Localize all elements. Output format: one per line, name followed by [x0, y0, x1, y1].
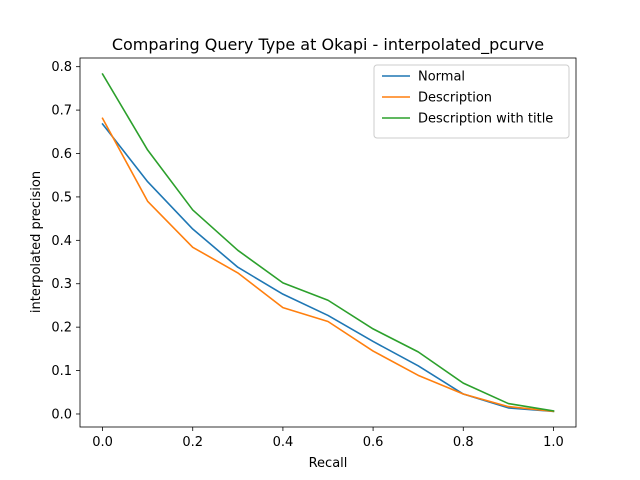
- chart-title: Comparing Query Type at Okapi - interpol…: [112, 35, 544, 55]
- y-tick-label-6: 0.6: [51, 147, 72, 162]
- legend-label-2: Description: [418, 91, 492, 106]
- y-tick-label-7: 0.7: [51, 104, 72, 119]
- x-tick-label-4: 0.8: [453, 435, 474, 450]
- legend: Normal Description Description with title: [373, 64, 570, 139]
- x-tick-label-5: 1.0: [543, 435, 564, 450]
- y-tick-label-8: 0.8: [51, 60, 72, 75]
- y-tick-label-4: 0.4: [51, 234, 72, 249]
- y-tick-label-0: 0.0: [51, 407, 72, 422]
- x-axis-label: Recall: [309, 456, 348, 471]
- plot-area: 0.0 0.2 0.4 0.6 0.8 1.0 0.0 0.1 0.2 0.3 0.4 0.5 0.6 0…: [51, 57, 577, 450]
- series-line-3: [101, 72, 555, 412]
- y-axis-label: interpolated precision: [29, 171, 44, 313]
- axes-frame: [79, 57, 577, 428]
- y-tick-label-5: 0.5: [51, 190, 72, 205]
- y-tick-label-2: 0.2: [51, 321, 72, 336]
- legend-label-3: Description with title: [418, 112, 553, 127]
- y-tick-label-1: 0.1: [51, 364, 72, 379]
- x-tick-label-1: 0.2: [182, 435, 203, 450]
- legend-box: [373, 64, 570, 139]
- legend-label-1: Normal: [418, 70, 465, 85]
- x-tick-label-2: 0.4: [273, 435, 294, 450]
- y-tick-label-3: 0.3: [51, 277, 72, 292]
- x-tick-label-3: 0.6: [363, 435, 384, 450]
- x-tick-label-0: 0.0: [92, 435, 113, 450]
- series-line-2: [101, 117, 555, 413]
